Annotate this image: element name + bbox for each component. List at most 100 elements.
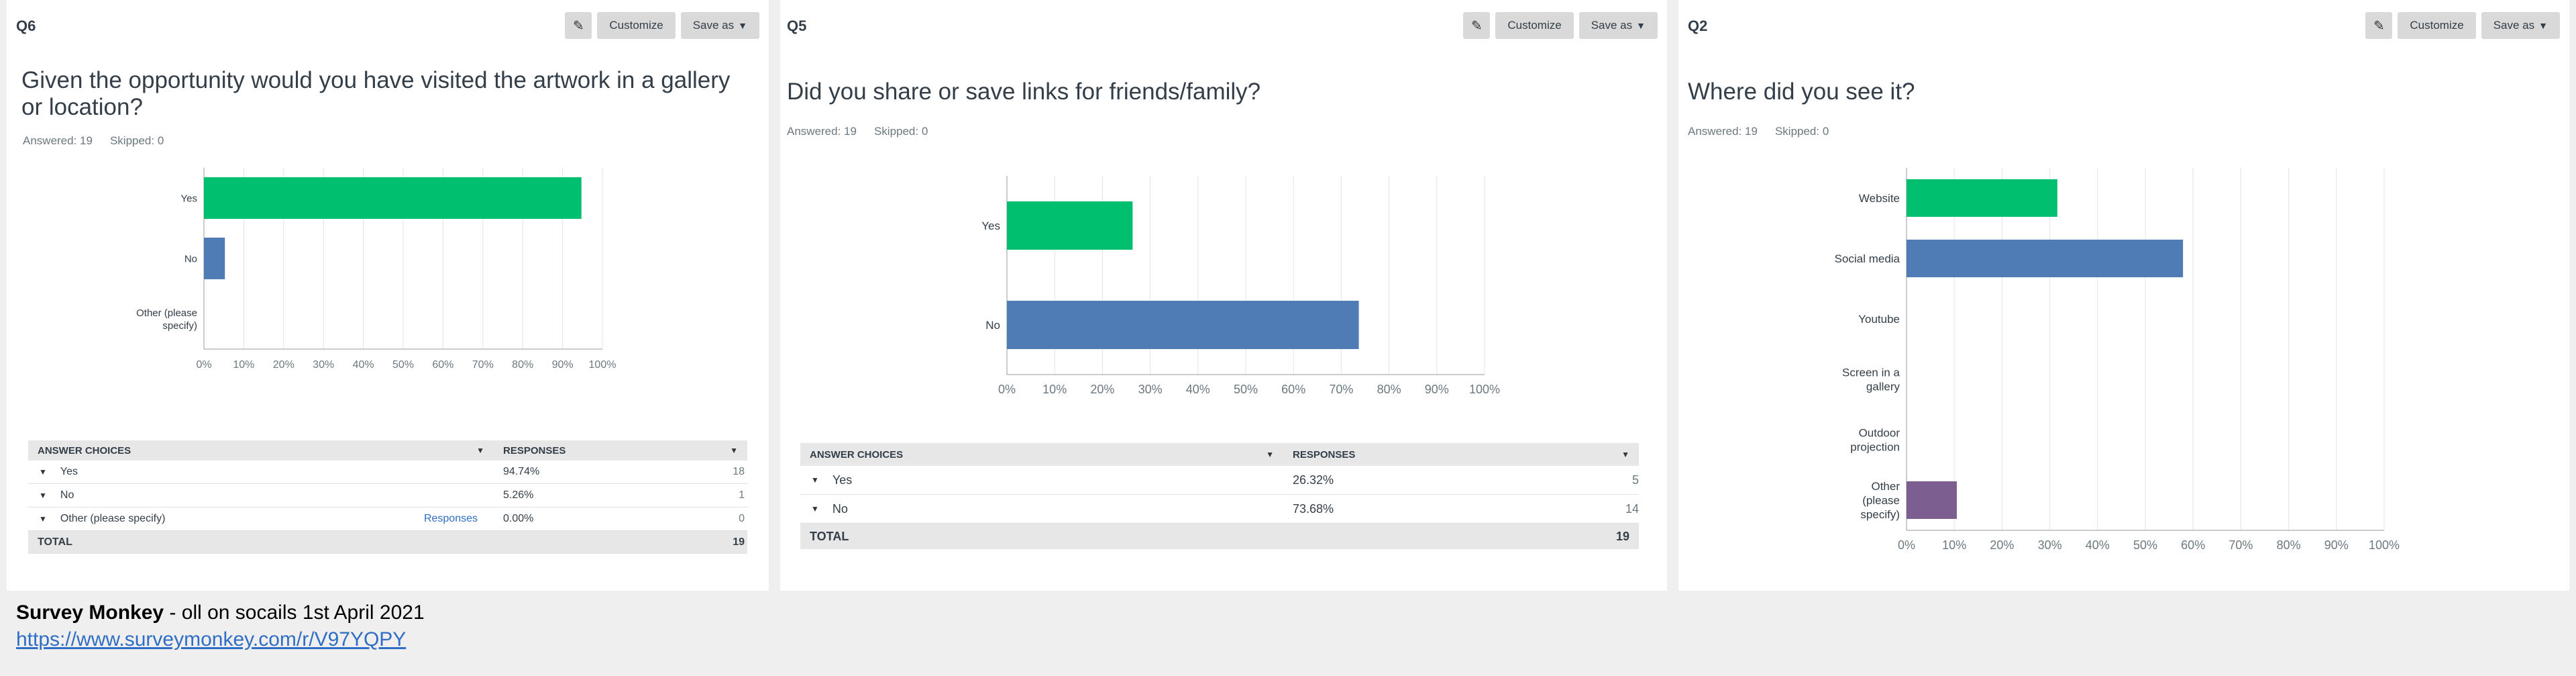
category-label: Outdoor projection <box>1850 426 1900 453</box>
pin-icon[interactable]: ✎ <box>2365 12 2393 39</box>
customize-button[interactable]: Customize <box>2398 12 2476 39</box>
answer-table-q6: ANSWER CHOICES ▼ RESPONSES ▼ ▼ Yes 94.74% 1… <box>28 440 747 554</box>
header-answer-label: ANSWER CHOICES <box>810 448 904 461</box>
x-tick-label: 80% <box>512 359 533 371</box>
total-label: TOTAL <box>810 529 849 543</box>
row-percent: 94.74% <box>503 466 540 477</box>
bar <box>1907 179 2057 217</box>
row-answer: ▼ Yes <box>28 466 494 478</box>
customize-button[interactable]: Customize <box>1495 12 1574 39</box>
table-total-row: TOTAL 19 <box>800 524 1639 549</box>
answer-meta: Answered: 19 Skipped: 0 <box>23 134 181 148</box>
row-label: No <box>60 489 74 501</box>
answered-count: Answered: 19 <box>23 134 93 147</box>
x-tick-label: 50% <box>1234 383 1258 396</box>
expand-caret-icon[interactable]: ▼ <box>811 504 819 514</box>
question-title: Did you share or save links for friends/… <box>787 79 1261 105</box>
skipped-count: Skipped: 0 <box>109 134 164 147</box>
x-tick-label: 70% <box>1329 383 1353 396</box>
bar-chart-q2: 0% 10% 20% 30% 40% 50% 60% 70% 80% 90% 100% Website… <box>1835 168 2400 552</box>
survey-link[interactable]: https://www.surveymonkey.com/r/V97YQPY <box>16 628 407 650</box>
category-label: No <box>985 319 1000 332</box>
responses-link[interactable]: Responses <box>423 513 478 524</box>
save-as-button[interactable]: Save as ▼ <box>1578 12 1658 39</box>
row-label: Yes <box>832 473 853 487</box>
caret-down-icon: ▼ <box>2538 20 2548 31</box>
category-label: Screen in a gallery <box>1842 366 1900 393</box>
total-count: 19 <box>1615 529 1629 543</box>
caret-down-icon: ▼ <box>476 446 484 455</box>
x-tick-label: 70% <box>2229 538 2253 552</box>
x-tick-label: 30% <box>2038 538 2062 552</box>
x-tick-label: 100% <box>1469 383 1500 396</box>
x-tick-label: 100% <box>589 359 616 371</box>
save-as-button[interactable]: Save as ▼ <box>2481 12 2560 39</box>
table-row: ▼ No 5.26% 1 <box>28 484 747 508</box>
total-count: 19 <box>733 536 745 548</box>
header-responses[interactable]: RESPONSES ▼ <box>1283 449 1639 461</box>
header-answer-choices[interactable]: ANSWER CHOICES ▼ <box>28 445 494 456</box>
row-percent: 0.00% <box>503 513 534 524</box>
row-answer: ▼ No <box>28 489 494 501</box>
x-tick-label: 10% <box>1042 383 1067 396</box>
answered-count: Answered: 19 <box>1688 125 1758 138</box>
header-answer-choices[interactable]: ANSWER CHOICES ▼ <box>800 449 1283 461</box>
bar <box>1007 201 1133 250</box>
row-count: 14 <box>1625 501 1639 516</box>
x-tick-label: 80% <box>1377 383 1401 396</box>
row-count: 0 <box>739 513 745 524</box>
save-as-button[interactable]: Save as ▼ <box>680 12 759 39</box>
expand-caret-icon[interactable]: ▼ <box>39 491 47 500</box>
row-percent: 26.32% <box>1293 473 1334 487</box>
table-total-row: TOTAL 19 <box>28 531 747 554</box>
question-id: Q6 <box>16 17 36 34</box>
footer-title-bold: Survey Monkey <box>16 601 164 624</box>
x-tick-label: 50% <box>392 359 414 371</box>
caret-down-icon: ▼ <box>738 20 747 31</box>
expand-caret-icon[interactable]: ▼ <box>811 475 819 485</box>
expand-caret-icon[interactable]: ▼ <box>39 467 47 477</box>
grid-lines <box>1906 168 2385 530</box>
skipped-count: Skipped: 0 <box>873 125 928 138</box>
category-label: Youtube <box>1858 313 1900 326</box>
customize-button[interactable]: Customize <box>597 12 676 39</box>
bar <box>204 238 225 279</box>
caret-down-icon: ▼ <box>1266 450 1274 459</box>
caret-down-icon: ▼ <box>1636 20 1646 31</box>
table-row: ▼ No 73.68% 14 <box>800 495 1639 524</box>
pin-icon[interactable]: ✎ <box>1463 12 1491 39</box>
pin-icon[interactable]: ✎ <box>565 12 592 39</box>
header-responses[interactable]: RESPONSES ▼ <box>494 445 747 456</box>
footer-title: Survey Monkey - oll on socails 1st April… <box>16 601 425 624</box>
bar-chart-q5: 0% 10% 20% 30% 40% 50% 60% 70% 80% 90% 100% Yes No <box>981 176 1500 396</box>
table-row: ▼ Other (please specify) Responses 0.00% 0 <box>28 508 747 531</box>
x-tick-label: 70% <box>472 359 494 371</box>
answer-meta: Answered: 19 Skipped: 0 <box>1688 125 1846 138</box>
x-tick-label: 60% <box>1281 383 1305 396</box>
category-label: Website <box>1859 192 1900 205</box>
panel-toolbar: ✎ Customize Save as ▼ <box>565 12 759 39</box>
bar <box>1907 240 2184 277</box>
save-as-label: Save as <box>692 19 735 32</box>
x-tick-label: 90% <box>552 359 574 371</box>
row-answer: ▼ Yes <box>800 473 1283 487</box>
row-count: 5 <box>1631 473 1639 487</box>
category-label: Social media <box>1835 252 1900 265</box>
question-panel-q5: Q5 ✎ Customize Save as ▼ Did you share or… <box>780 0 1667 591</box>
header-responses-label: RESPONSES <box>503 444 566 456</box>
category-label: Yes <box>181 193 197 204</box>
row-count: 18 <box>733 466 745 477</box>
answered-count: Answered: 19 <box>787 125 857 138</box>
x-tick-label: 40% <box>353 359 374 371</box>
x-tick-label: 10% <box>1942 538 1966 552</box>
x-tick-label: 20% <box>273 359 294 371</box>
answer-meta: Answered: 19 Skipped: 0 <box>787 125 945 138</box>
answer-table-q5: ANSWER CHOICES ▼ RESPONSES ▼ ▼ Yes 26.32% 5… <box>800 443 1639 549</box>
footer-title-rest: - oll on socails 1st April 2021 <box>164 601 425 624</box>
question-id: Q5 <box>787 17 807 34</box>
question-panel-q2: Q2 ✎ Customize Save as ▼ Where did you se… <box>1678 0 2569 591</box>
total-label: TOTAL <box>38 536 72 548</box>
row-answer: ▼ No <box>800 502 1283 516</box>
category-label: Other (please specify) <box>136 307 197 332</box>
expand-caret-icon[interactable]: ▼ <box>39 514 47 524</box>
